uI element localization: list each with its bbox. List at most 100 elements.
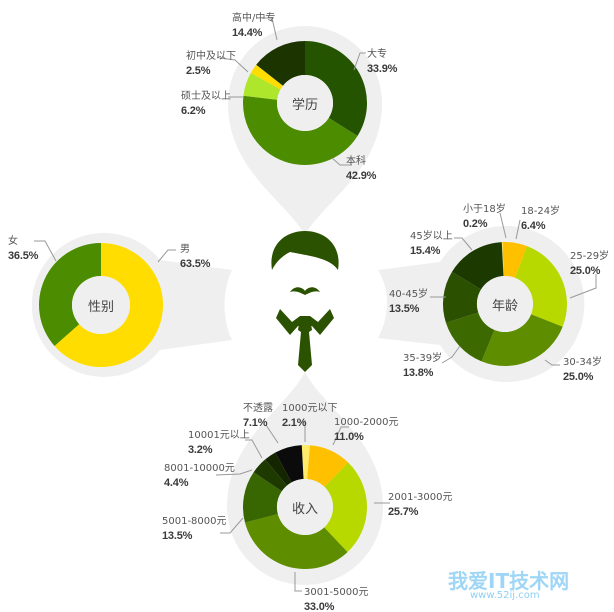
slice-label: 25-29岁 25.0% xyxy=(570,250,609,278)
donut-slice xyxy=(243,95,358,165)
leader-lines xyxy=(34,17,597,592)
slice-category: 25-29岁 xyxy=(570,251,610,262)
donut-slice xyxy=(243,72,281,100)
watermark-logo: 我爱IT技术网 xyxy=(448,569,570,593)
slice-percent: 13.5% xyxy=(162,530,193,542)
slice-category: 高中/中专 xyxy=(232,13,276,24)
slice-label: 本科 42.9% xyxy=(346,155,376,183)
slice-percent: 2.1% xyxy=(282,417,307,429)
slice-label: 不透露 7.1% xyxy=(243,402,273,430)
slice-percent: 3.2% xyxy=(188,444,213,456)
slice-percent: 33.9% xyxy=(367,63,398,75)
donut-slice xyxy=(445,312,495,362)
slice-category: 45岁以上 xyxy=(410,231,453,242)
donut-slice xyxy=(39,242,101,347)
slice-category: 女 xyxy=(8,236,18,247)
slice-percent: 15.4% xyxy=(410,245,441,257)
donut-slice xyxy=(502,242,528,278)
mustache-icon xyxy=(290,287,320,295)
slice-category: 8001-10000元 xyxy=(164,463,235,474)
donut-slice xyxy=(451,242,504,290)
slice-percent: 2.5% xyxy=(186,65,211,77)
donut-slice xyxy=(501,242,504,277)
slice-category: 10001元以上 xyxy=(188,430,250,441)
slice-label: 大专 33.9% xyxy=(367,48,397,76)
slice-label: 3001-5000元 33.0% xyxy=(304,586,369,612)
slice-percent: 25.0% xyxy=(563,371,594,383)
donut-slice xyxy=(243,472,282,523)
slice-category: 1000-2000元 xyxy=(334,417,399,428)
slice-label: 30-34岁 25.0% xyxy=(563,356,602,384)
slice-percent: 36.5% xyxy=(8,250,39,262)
slice-category: 本科 xyxy=(346,156,366,167)
donut-hole xyxy=(72,276,130,334)
donut-slice xyxy=(307,445,349,487)
slice-label: 1000-2000元 11.0% xyxy=(334,416,399,444)
slice-label: 高中/中专 14.4% xyxy=(232,12,275,40)
donut-slice xyxy=(275,445,304,483)
donut-slice xyxy=(256,40,305,86)
donut-slice xyxy=(515,246,567,327)
slice-category: 不透露 xyxy=(243,403,273,414)
slice-category: 3001-5000元 xyxy=(304,587,369,598)
donut-title: 收入 xyxy=(291,502,318,517)
donut-slice xyxy=(265,452,292,486)
slice-percent: 13.8% xyxy=(403,367,434,379)
donut-hole xyxy=(277,75,333,131)
slice-category: 35-39岁 xyxy=(403,353,443,364)
slice-category: 1000元以下 xyxy=(282,403,338,414)
tie-icon xyxy=(298,318,312,372)
slice-label: 8001-10000元 4.4% xyxy=(164,462,235,490)
slice-percent: 25.7% xyxy=(388,506,419,518)
donut-slice xyxy=(250,64,283,90)
slice-category: 40-45岁 xyxy=(389,289,429,300)
slice-label: 初中及以下 2.5% xyxy=(186,50,236,78)
slice-category: 小于18岁 xyxy=(463,204,506,215)
slice-percent: 6.2% xyxy=(181,105,206,117)
slice-label: 35-39岁 13.8% xyxy=(403,352,442,380)
slice-percent: 7.1% xyxy=(243,417,268,429)
slice-category: 5001-8000元 xyxy=(162,516,227,527)
slice-category: 初中及以下 xyxy=(186,51,236,62)
slice-label: 男 63.5% xyxy=(180,243,210,271)
man-figure xyxy=(271,231,339,372)
slice-percent: 13.5% xyxy=(389,303,420,315)
slice-category: 男 xyxy=(180,244,190,255)
slice-percent: 6.4% xyxy=(521,220,546,232)
slice-label: 1000元以下 2.1% xyxy=(282,402,337,430)
slice-label: 2001-3000元 25.7% xyxy=(388,491,453,519)
donut-slice xyxy=(443,271,482,323)
slice-category: 18-24岁 xyxy=(521,206,561,217)
donut-slice xyxy=(305,41,367,137)
watermark-url: www.52ij.com xyxy=(470,590,540,601)
slice-percent: 4.4% xyxy=(164,477,189,489)
slice-label: 女 36.5% xyxy=(8,235,38,263)
donut-title: 学历 xyxy=(291,98,318,113)
donut-hole xyxy=(277,479,333,535)
donut-slice xyxy=(253,459,287,492)
donut-slice xyxy=(301,444,310,480)
donut-slice xyxy=(54,243,164,367)
slice-label: 45岁以上 15.4% xyxy=(410,230,453,258)
slice-percent: 42.9% xyxy=(346,170,377,182)
donut-hole xyxy=(477,276,533,332)
slice-percent: 63.5% xyxy=(180,258,211,270)
slice-label: 5001-8000元 13.5% xyxy=(162,515,227,543)
donut-slice xyxy=(244,514,348,569)
slice-category: 30-34岁 xyxy=(563,357,603,368)
donut-title: 年龄 xyxy=(491,299,518,314)
donut-slice xyxy=(481,314,563,366)
slice-label: 10001元以上 3.2% xyxy=(188,429,250,457)
slice-percent: 14.4% xyxy=(232,27,263,39)
slice-percent: 25.0% xyxy=(570,265,601,277)
slice-label: 硕士及以上 6.2% xyxy=(181,90,231,118)
slice-category: 硕士及以上 xyxy=(181,91,231,102)
slice-label: 40-45岁 13.5% xyxy=(389,288,428,316)
slice-label: 小于18岁 0.2% xyxy=(463,203,506,231)
slice-percent: 0.2% xyxy=(463,218,488,230)
donut-title: 性别 xyxy=(87,300,114,315)
slice-label: 18-24岁 6.4% xyxy=(521,205,560,233)
slice-category: 大专 xyxy=(367,49,387,60)
slice-percent: 11.0% xyxy=(334,431,364,443)
